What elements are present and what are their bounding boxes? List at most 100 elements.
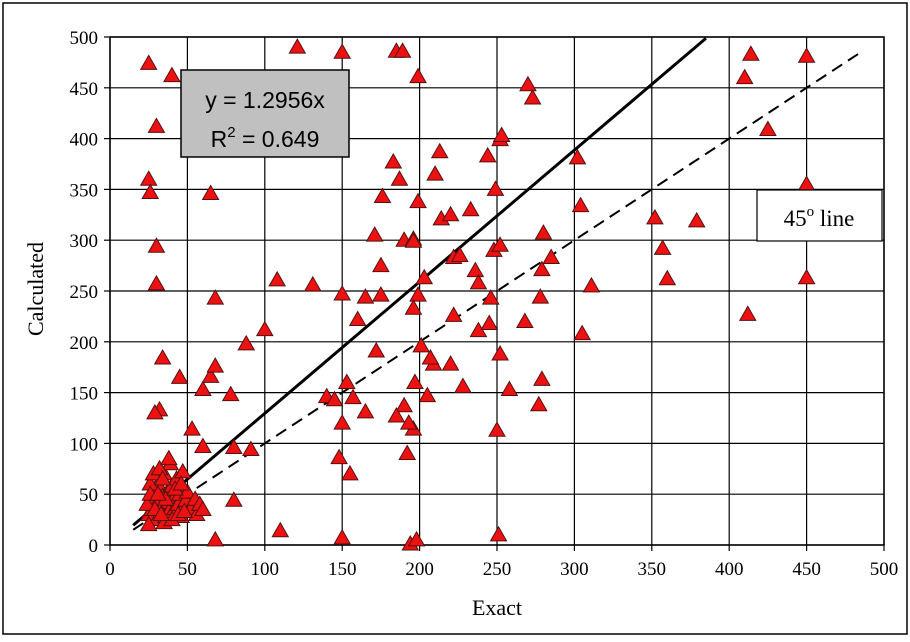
x-tick-label: 500 [870, 559, 899, 580]
x-tick-label: 150 [328, 559, 357, 580]
data-point [172, 475, 191, 491]
data-point [738, 305, 757, 321]
data-point [138, 495, 157, 511]
y-tick-label: 350 [70, 180, 99, 201]
x-tick-label: 450 [792, 559, 821, 580]
data-point [533, 370, 551, 386]
x-tick-label: 350 [638, 559, 667, 580]
data-point [147, 274, 166, 291]
data-point [303, 275, 322, 292]
data-point [288, 38, 307, 54]
data-point [797, 268, 816, 285]
data-point [201, 184, 220, 200]
data-point [337, 373, 356, 389]
x-tick-label: 100 [251, 559, 280, 580]
data-point [409, 192, 427, 209]
data-point [147, 237, 166, 253]
data-point [333, 285, 352, 301]
y-tick-label: 500 [70, 28, 99, 49]
data-point [568, 148, 587, 165]
x-tick-label: 400 [715, 559, 744, 580]
data-point [658, 269, 677, 286]
data-point [797, 47, 816, 63]
data-point [516, 312, 534, 328]
data-point [406, 373, 424, 389]
data-point [653, 239, 672, 255]
y-tick-label: 50 [79, 485, 98, 506]
data-point [333, 414, 352, 430]
data-point [373, 187, 392, 204]
data-point [393, 42, 412, 58]
data-point [415, 268, 434, 285]
data-point [426, 165, 444, 181]
data-point [412, 336, 431, 353]
data-point [534, 224, 553, 240]
data-point [333, 43, 352, 59]
data-point [491, 344, 509, 361]
x-tick-label: 200 [405, 559, 434, 580]
tick-labels: 0 50 100 150 200 250 300 350 400 450 500 0 50 100 150 2… [70, 28, 899, 580]
data-point [163, 66, 181, 83]
data-point [271, 521, 290, 538]
y-tick-label: 300 [70, 231, 99, 252]
line-label-box-bg [756, 189, 883, 242]
data-point [523, 88, 542, 105]
data-point [444, 306, 463, 322]
data-point [330, 448, 348, 465]
x-tick-label: 50 [178, 559, 197, 580]
line-label-box: 45o line [756, 189, 883, 242]
data-point [348, 310, 367, 326]
data-point [409, 286, 427, 302]
data-point [735, 68, 754, 85]
data-point [206, 530, 225, 547]
data-point [573, 324, 592, 341]
data-point [441, 205, 460, 222]
data-point [480, 314, 499, 331]
data-point [404, 232, 423, 248]
data-point [159, 449, 178, 466]
data-point [542, 248, 561, 264]
data-points [138, 38, 816, 551]
data-point [141, 183, 160, 199]
data-point [372, 256, 390, 273]
data-point [395, 396, 413, 413]
data-point [237, 334, 256, 351]
data-point [194, 437, 212, 453]
data-point [139, 170, 158, 186]
data-point [175, 502, 194, 518]
data-point [333, 528, 352, 545]
data-point [533, 260, 551, 277]
data-point [469, 273, 488, 290]
data-point [646, 208, 664, 225]
y-tick-label: 200 [70, 333, 99, 354]
data-point [384, 152, 403, 169]
data-point [153, 349, 172, 365]
data-point [344, 388, 362, 405]
data-point [519, 75, 537, 92]
y-tick-label: 250 [70, 282, 99, 303]
data-point [206, 357, 225, 373]
data-point [201, 367, 220, 383]
data-point [147, 117, 166, 133]
data-point [486, 180, 505, 196]
data-point [488, 421, 506, 437]
data-point [146, 403, 164, 420]
data-point [441, 355, 460, 371]
data-point [529, 395, 548, 412]
y-tick-label: 100 [70, 434, 99, 455]
data-point [421, 349, 440, 365]
x-axis-title: Exact [472, 595, 522, 620]
data-point [404, 299, 423, 315]
r-squared-text: R2 = 0.649 [211, 124, 320, 152]
data-point [224, 491, 243, 507]
data-point [255, 320, 274, 337]
data-point [387, 406, 406, 423]
data-point [390, 170, 409, 186]
data-point [478, 146, 497, 163]
data-point [372, 286, 390, 302]
data-point [466, 261, 485, 278]
data-point [492, 126, 511, 143]
data-point [139, 515, 158, 532]
equation-text: y = 1.2956x [205, 87, 325, 113]
